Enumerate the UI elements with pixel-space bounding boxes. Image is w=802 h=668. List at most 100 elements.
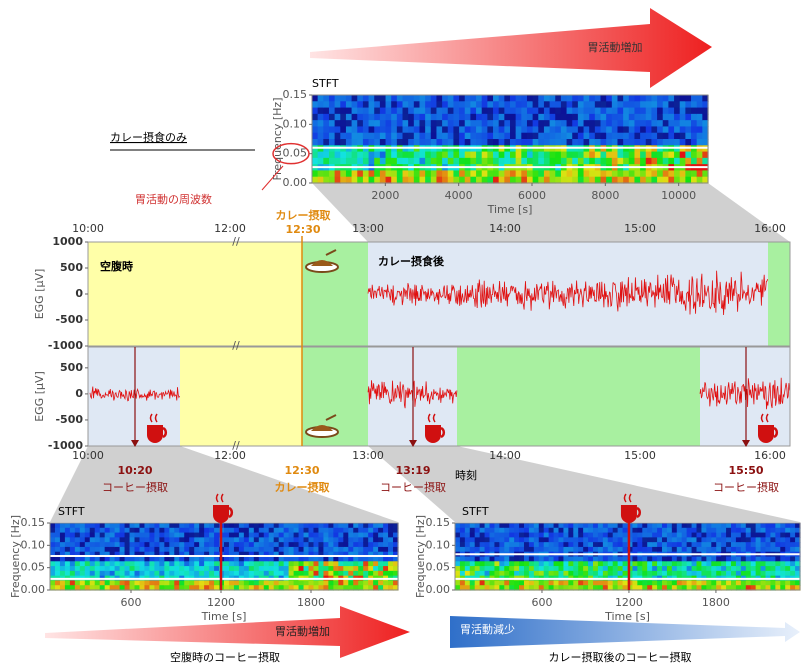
spectrogram-cell <box>346 170 352 177</box>
spectrogram-cell <box>534 537 540 542</box>
spectrogram-cell <box>358 571 364 576</box>
spectrogram-cell <box>568 566 574 571</box>
event-label: カレー摂取 <box>275 480 330 494</box>
spectrogram-cell <box>499 566 505 571</box>
spectrogram-cell <box>510 170 516 177</box>
spectrogram-cell <box>593 542 599 547</box>
spectrogram-cell <box>329 126 335 133</box>
spectrogram-cell <box>346 152 352 159</box>
spectrogram-cell <box>642 566 648 571</box>
spectrogram-cell <box>289 566 295 571</box>
spectrogram-cell <box>756 533 762 538</box>
spectrogram-cell <box>667 537 673 542</box>
spectrogram-cell <box>60 547 66 552</box>
spectrogram-cell <box>493 152 499 159</box>
spectrogram-cell <box>55 528 61 533</box>
spectrogram-cell <box>318 108 324 115</box>
time-tick-label: 14:00 <box>489 222 521 235</box>
spectrogram-cell <box>770 566 776 571</box>
spectrogram-cell <box>294 557 300 562</box>
spectrogram-cell <box>544 120 550 127</box>
spectrogram-cell <box>634 170 640 177</box>
spectrogram-cell <box>701 561 707 566</box>
spectrogram-cell <box>85 566 91 571</box>
spectrogram-cell <box>368 537 374 542</box>
spectrogram-cell <box>459 170 465 177</box>
spectrogram-cell <box>601 126 607 133</box>
spectrogram-cell <box>184 523 190 528</box>
spectrogram-cell <box>199 561 205 566</box>
spectrogram-cell <box>279 580 285 585</box>
spectrogram-cell <box>408 120 414 127</box>
spectrogram-cell <box>442 101 448 108</box>
spectrogram-cell <box>465 126 471 133</box>
spectrogram-cell <box>662 547 668 552</box>
spectrogram-cell <box>588 566 594 571</box>
caption: カレー摂取後のコーヒー摂取 <box>549 650 692 664</box>
spectrogram-cell <box>651 101 657 108</box>
spectrogram-cell <box>490 571 496 576</box>
spectrogram-cell <box>229 566 235 571</box>
spectrogram-cell <box>154 523 160 528</box>
spectrogram-cell <box>766 566 772 571</box>
spectrogram-cell <box>164 533 170 538</box>
spectrogram-cell <box>476 108 482 115</box>
spectrogram-cell <box>504 152 510 159</box>
spectrogram-cell <box>634 133 640 140</box>
spectrogram-cell <box>706 547 712 552</box>
spectrogram-cell <box>623 561 629 566</box>
spectrogram-cell <box>179 561 185 566</box>
spectrogram-cell <box>516 120 522 127</box>
spectrogram-cell <box>780 533 786 538</box>
spectrogram-cell <box>459 158 465 165</box>
spectrogram-cell <box>657 528 663 533</box>
spectrogram-cell <box>529 542 535 547</box>
spectrogram-cell <box>284 571 290 576</box>
spectrogram-cell <box>312 170 318 177</box>
spectrogram-cell <box>593 566 599 571</box>
spectrogram-cell <box>403 152 409 159</box>
spectrogram-cell <box>224 580 230 585</box>
spectrogram-cell <box>549 537 555 542</box>
spectrogram-cell <box>499 101 505 108</box>
spectrogram-cell <box>567 152 573 159</box>
spectrogram-cell <box>249 571 255 576</box>
spectrogram-cell <box>697 528 703 533</box>
spectrogram-cell <box>284 523 290 528</box>
spectrogram-cell <box>510 95 516 102</box>
spectrogram-cell <box>559 547 565 552</box>
spectrogram-cell <box>312 158 318 165</box>
spectrogram-cell <box>312 95 318 102</box>
spectrogram-cell <box>618 571 624 576</box>
spectrogram-cell <box>85 580 91 585</box>
spectrogram-cell <box>318 101 324 108</box>
spectrogram-cell <box>623 537 629 542</box>
spectrogram-cell <box>563 528 569 533</box>
spectrogram-cell <box>425 152 431 159</box>
spectrogram-cell <box>368 542 374 547</box>
spectrogram-cell <box>323 95 329 102</box>
spectrogram-cell <box>403 108 409 115</box>
spectrogram-cell <box>274 542 280 547</box>
spectrogram-cell <box>408 158 414 165</box>
spectrogram-cell <box>534 580 540 585</box>
spectrogram-cell <box>386 133 392 140</box>
spectrogram-cell <box>259 571 265 576</box>
spectrogram-cell <box>333 580 339 585</box>
spectrogram-cell <box>667 547 673 552</box>
spectrogram-cell <box>368 580 374 585</box>
spectrogram-cell <box>414 139 420 146</box>
spectrogram-cell <box>561 108 567 115</box>
spectrogram-cell <box>214 528 220 533</box>
spectrogram-cell <box>234 580 240 585</box>
annotation: 胃活動の周波数 <box>135 192 212 206</box>
spectrogram-cell <box>328 561 334 566</box>
spectrogram-cell <box>139 523 145 528</box>
spectrogram-cell <box>716 523 722 528</box>
spectrogram-cell <box>357 139 363 146</box>
spectrogram-cell <box>194 571 200 576</box>
spectrogram-cell <box>573 533 579 538</box>
spectrogram-cell <box>634 139 640 146</box>
spectrogram-cell <box>726 571 732 576</box>
spectrogram-cell <box>135 537 141 542</box>
